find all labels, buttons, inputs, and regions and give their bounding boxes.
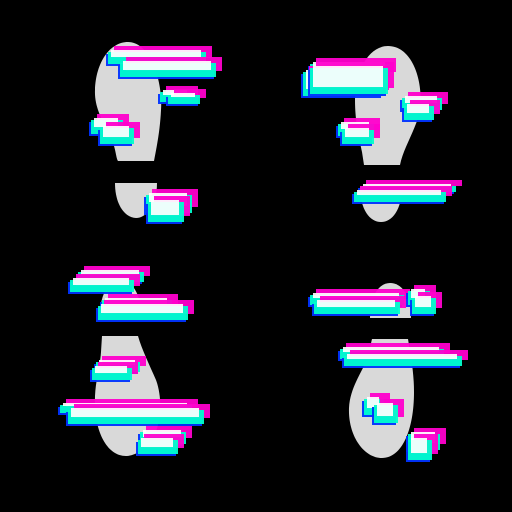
glitch-bar-core — [313, 293, 399, 298]
glitch-bar-core — [345, 128, 369, 137]
glitch-bar-cyan — [354, 192, 446, 202]
glitch-bar-core — [73, 278, 129, 285]
glitch-bar-core — [101, 304, 183, 313]
glitch-bar-core — [95, 366, 127, 373]
glitch-bar-core — [111, 50, 201, 57]
glitch-bar-magenta — [366, 180, 462, 186]
glitch-bar-cyan — [168, 95, 200, 104]
glitch-bar-core — [343, 347, 439, 352]
glitch-bar-core — [407, 104, 429, 113]
glitch-bar-core — [313, 66, 383, 87]
glitch-bar-core — [363, 184, 451, 187]
glitch-bar-core — [367, 397, 379, 408]
glitch-bar-core — [405, 96, 437, 103]
glitch-bar-core — [415, 296, 431, 307]
glitch-bar-core — [123, 61, 211, 70]
glitch-bar-core — [347, 354, 457, 359]
glitch-artifacts — [58, 46, 468, 462]
glitch-bar-core — [377, 403, 393, 416]
glitch-bar-core — [317, 300, 395, 307]
glitch-bar-core — [411, 438, 427, 453]
glitch-bar-core — [103, 126, 129, 137]
glitch-bar-core — [141, 438, 173, 447]
glitch-bar-core — [171, 93, 195, 97]
glitch-bar-core — [71, 408, 199, 417]
glitch-bar-core — [357, 190, 441, 195]
glitch-bar-core — [81, 270, 139, 275]
glitch-bar-core — [151, 200, 179, 215]
glitch-bar-core — [143, 430, 181, 437]
glitch-bar-cyan — [344, 356, 462, 366]
